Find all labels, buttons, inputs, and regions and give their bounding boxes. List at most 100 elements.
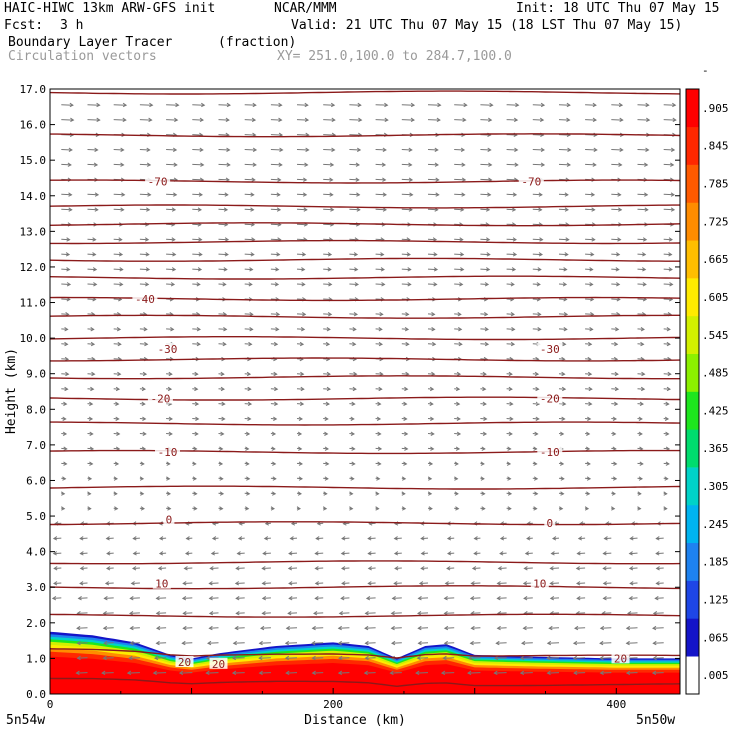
wind-vector: [547, 642, 560, 644]
wind-vector-head: [638, 416, 643, 421]
wind-vector: [206, 672, 219, 674]
wind-vector-head: [510, 282, 515, 287]
wind-vector-head: [208, 581, 213, 586]
wind-vector-head: [148, 117, 153, 123]
wind-vector-head: [167, 386, 173, 392]
wind-vector: [391, 612, 402, 614]
wind-vector-head: [248, 282, 253, 287]
wind-vector-head: [113, 491, 118, 496]
wind-vector-head: [602, 581, 607, 586]
wind-vector-head: [340, 595, 345, 601]
wind-vector: [312, 657, 324, 659]
wind-vector: [166, 134, 177, 136]
wind-vector-head: [126, 670, 132, 676]
wind-vector-head: [644, 207, 649, 212]
wind-vector-head: [154, 655, 159, 661]
wind-vector: [454, 119, 466, 121]
wind-vector: [401, 253, 411, 256]
wind-vector: [296, 253, 306, 256]
colorbar-swatch: [686, 504, 699, 544]
wind-vector: [578, 537, 586, 540]
wind-vector-head: [192, 476, 197, 481]
wind-vector-head: [142, 371, 148, 377]
contour-label-bg: [163, 513, 175, 525]
wind-vector-head: [231, 655, 237, 661]
wind-vector-head: [299, 341, 305, 347]
wind-vector: [166, 238, 175, 241]
wind-vector: [663, 313, 672, 315]
wind-vector-head: [122, 102, 128, 108]
wind-vector-head: [611, 491, 616, 496]
wind-vector-head: [337, 640, 342, 646]
wind-vector: [577, 552, 586, 555]
wind-vector: [61, 119, 74, 121]
wind-vector: [61, 104, 73, 106]
wind-vector: [80, 582, 88, 584]
wind-vector-head: [628, 551, 633, 556]
wind-vector-head: [262, 551, 267, 556]
wind-vector-head: [158, 551, 164, 556]
wind-vector: [547, 657, 560, 659]
wind-vector: [218, 134, 229, 136]
wind-vector: [532, 253, 543, 256]
wind-vector-head: [274, 282, 280, 287]
wind-vector: [323, 268, 331, 271]
wind-vector: [210, 567, 219, 569]
wind-vector-head: [273, 416, 278, 421]
wind-vector: [656, 582, 664, 584]
wind-vector: [312, 672, 324, 674]
wind-vector: [296, 193, 307, 196]
wind-vector: [524, 612, 533, 614]
wind-vector-head: [550, 551, 555, 556]
wind-vector: [166, 208, 176, 211]
wind-vector-head: [352, 341, 357, 347]
wind-vector: [296, 134, 309, 136]
wind-vector: [626, 642, 638, 644]
wind-vector: [166, 149, 177, 151]
wind-vector-head: [63, 446, 68, 451]
wind-vector: [427, 163, 439, 166]
wind-vector-head: [113, 476, 118, 481]
wind-vector-head: [408, 177, 414, 182]
wind-vector: [506, 313, 515, 315]
wind-vector-head: [364, 640, 369, 646]
wind-vector-head: [247, 401, 253, 407]
wind-vector-head: [144, 341, 149, 347]
wind-vector: [532, 223, 543, 226]
wind-vector-head: [589, 326, 594, 332]
wind-vector-head: [642, 237, 648, 242]
wind-vector-head: [546, 655, 551, 661]
wind-vector-head: [251, 117, 257, 123]
wind-vector-head: [614, 401, 619, 407]
wind-vector-head: [559, 506, 564, 511]
wind-vector: [270, 119, 282, 121]
wind-vector: [600, 642, 612, 644]
wind-vector-head: [122, 117, 127, 123]
wind-vector-head: [652, 655, 657, 661]
wind-vector-head: [168, 416, 173, 421]
wind-vector-head: [415, 670, 420, 676]
wind-vector-head: [407, 282, 412, 287]
wind-vector: [270, 238, 281, 241]
wind-vector-head: [566, 102, 571, 108]
wind-vector-head: [102, 625, 108, 631]
wind-vector: [103, 627, 114, 629]
wind-vector-head: [278, 117, 283, 123]
wind-vector-head: [618, 102, 624, 108]
wind-vector-head: [377, 431, 382, 436]
wind-vector-head: [410, 102, 416, 108]
wind-vector: [558, 223, 569, 226]
wind-vector-head: [322, 506, 328, 511]
wind-vector-head: [593, 147, 598, 152]
wind-vector-head: [220, 431, 225, 436]
wind-vector: [87, 149, 98, 151]
wind-vector-head: [247, 386, 252, 392]
wind-vector-head: [246, 476, 251, 481]
wind-vector-head: [576, 595, 581, 601]
wind-vector-head: [90, 386, 95, 392]
colorbar-swatch: [686, 126, 699, 165]
contour-label: -70: [148, 176, 168, 189]
wind-vector: [139, 283, 149, 285]
wind-vector: [611, 373, 618, 375]
wind-vector-head: [159, 536, 164, 541]
